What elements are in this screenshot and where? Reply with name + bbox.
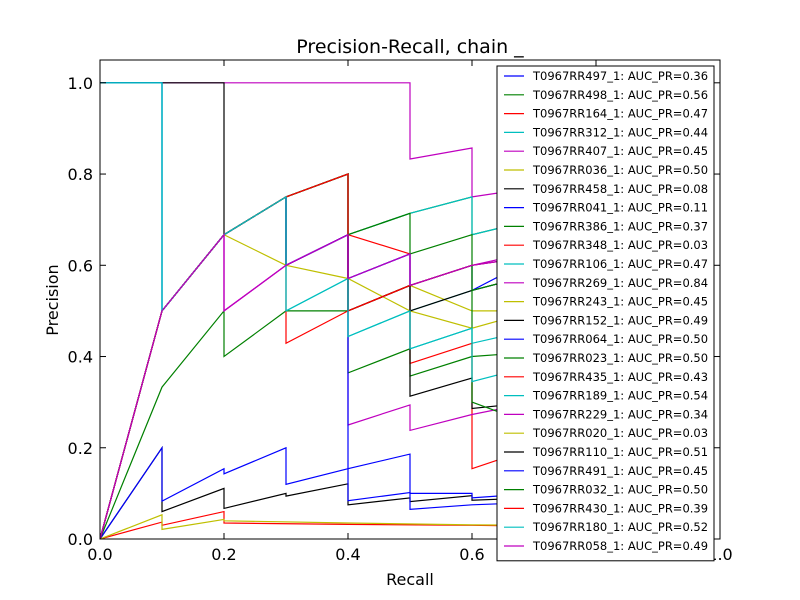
legend-entry: T0967RR491_1: AUC_PR=0.45 bbox=[532, 464, 708, 478]
legend-entry: T0967RR180_1: AUC_PR=0.52 bbox=[532, 520, 708, 534]
series-line bbox=[100, 445, 535, 539]
legend-box bbox=[496, 65, 715, 562]
legend-entry: T0967RR498_1: AUC_PR=0.56 bbox=[532, 88, 708, 102]
legend-entry: T0967RR041_1: AUC_PR=0.11 bbox=[532, 201, 708, 215]
plot-frame bbox=[99, 59, 721, 540]
legend-entry: T0967RR430_1: AUC_PR=0.39 bbox=[532, 501, 708, 515]
legend-entry: T0967RR348_1: AUC_PR=0.03 bbox=[532, 238, 708, 252]
x-tick-label: 0.4 bbox=[335, 545, 360, 564]
series-line bbox=[100, 445, 535, 539]
legend-entry: T0967RR023_1: AUC_PR=0.50 bbox=[532, 351, 708, 365]
legend-entry: T0967RR229_1: AUC_PR=0.34 bbox=[532, 407, 708, 421]
legend-entry: T0967RR110_1: AUC_PR=0.51 bbox=[532, 445, 708, 459]
legend-entry: T0967RR497_1: AUC_PR=0.36 bbox=[532, 69, 708, 83]
y-tick-label: 0.2 bbox=[68, 439, 93, 458]
legend-entry: T0967RR164_1: AUC_PR=0.47 bbox=[532, 107, 708, 121]
legend-entry: T0967RR386_1: AUC_PR=0.37 bbox=[532, 219, 708, 233]
chart-title: Precision-Recall, chain _ bbox=[296, 36, 524, 58]
x-tick-label: 0.2 bbox=[211, 545, 236, 564]
x-axis-label: Recall bbox=[386, 570, 434, 589]
legend-entry: T0967RR312_1: AUC_PR=0.44 bbox=[532, 125, 708, 139]
legend-entry: T0967RR243_1: AUC_PR=0.45 bbox=[532, 295, 708, 309]
legend-entry: T0967RR106_1: AUC_PR=0.47 bbox=[532, 257, 708, 271]
legend-entry: T0967RR189_1: AUC_PR=0.54 bbox=[532, 389, 708, 403]
y-tick-label: 1.0 bbox=[68, 74, 93, 93]
legend-entry: T0967RR269_1: AUC_PR=0.84 bbox=[532, 276, 708, 290]
series-line bbox=[100, 513, 535, 539]
legend-entry: T0967RR020_1: AUC_PR=0.03 bbox=[532, 426, 708, 440]
y-tick-label: 0.6 bbox=[68, 256, 93, 275]
legend-entry: T0967RR036_1: AUC_PR=0.50 bbox=[532, 163, 708, 177]
legend-entry: T0967RR407_1: AUC_PR=0.45 bbox=[532, 144, 708, 158]
legend-entry: T0967RR152_1: AUC_PR=0.49 bbox=[532, 313, 708, 327]
series-line bbox=[100, 233, 535, 539]
x-tick-label: 0.6 bbox=[459, 545, 484, 564]
y-tick-label: 0.4 bbox=[68, 348, 93, 367]
x-tick-label: 0.0 bbox=[87, 545, 112, 564]
legend-entry: T0967RR064_1: AUC_PR=0.50 bbox=[532, 332, 708, 346]
y-tick-label: 0.0 bbox=[68, 530, 93, 549]
legend-entry: T0967RR032_1: AUC_PR=0.50 bbox=[532, 483, 708, 497]
legend-entry: T0967RR435_1: AUC_PR=0.43 bbox=[532, 370, 708, 384]
y-axis-label: Precision bbox=[43, 264, 62, 335]
legend: T0967RR497_1: AUC_PR=0.36 T0967RR498_1: A… bbox=[496, 65, 715, 562]
legend-entry: T0967RR458_1: AUC_PR=0.08 bbox=[532, 182, 708, 196]
y-tick-label: 0.8 bbox=[68, 165, 93, 184]
legend-entry: T0967RR058_1: AUC_PR=0.49 bbox=[532, 539, 708, 553]
series-lines bbox=[100, 82, 535, 539]
series-line bbox=[100, 82, 535, 198]
